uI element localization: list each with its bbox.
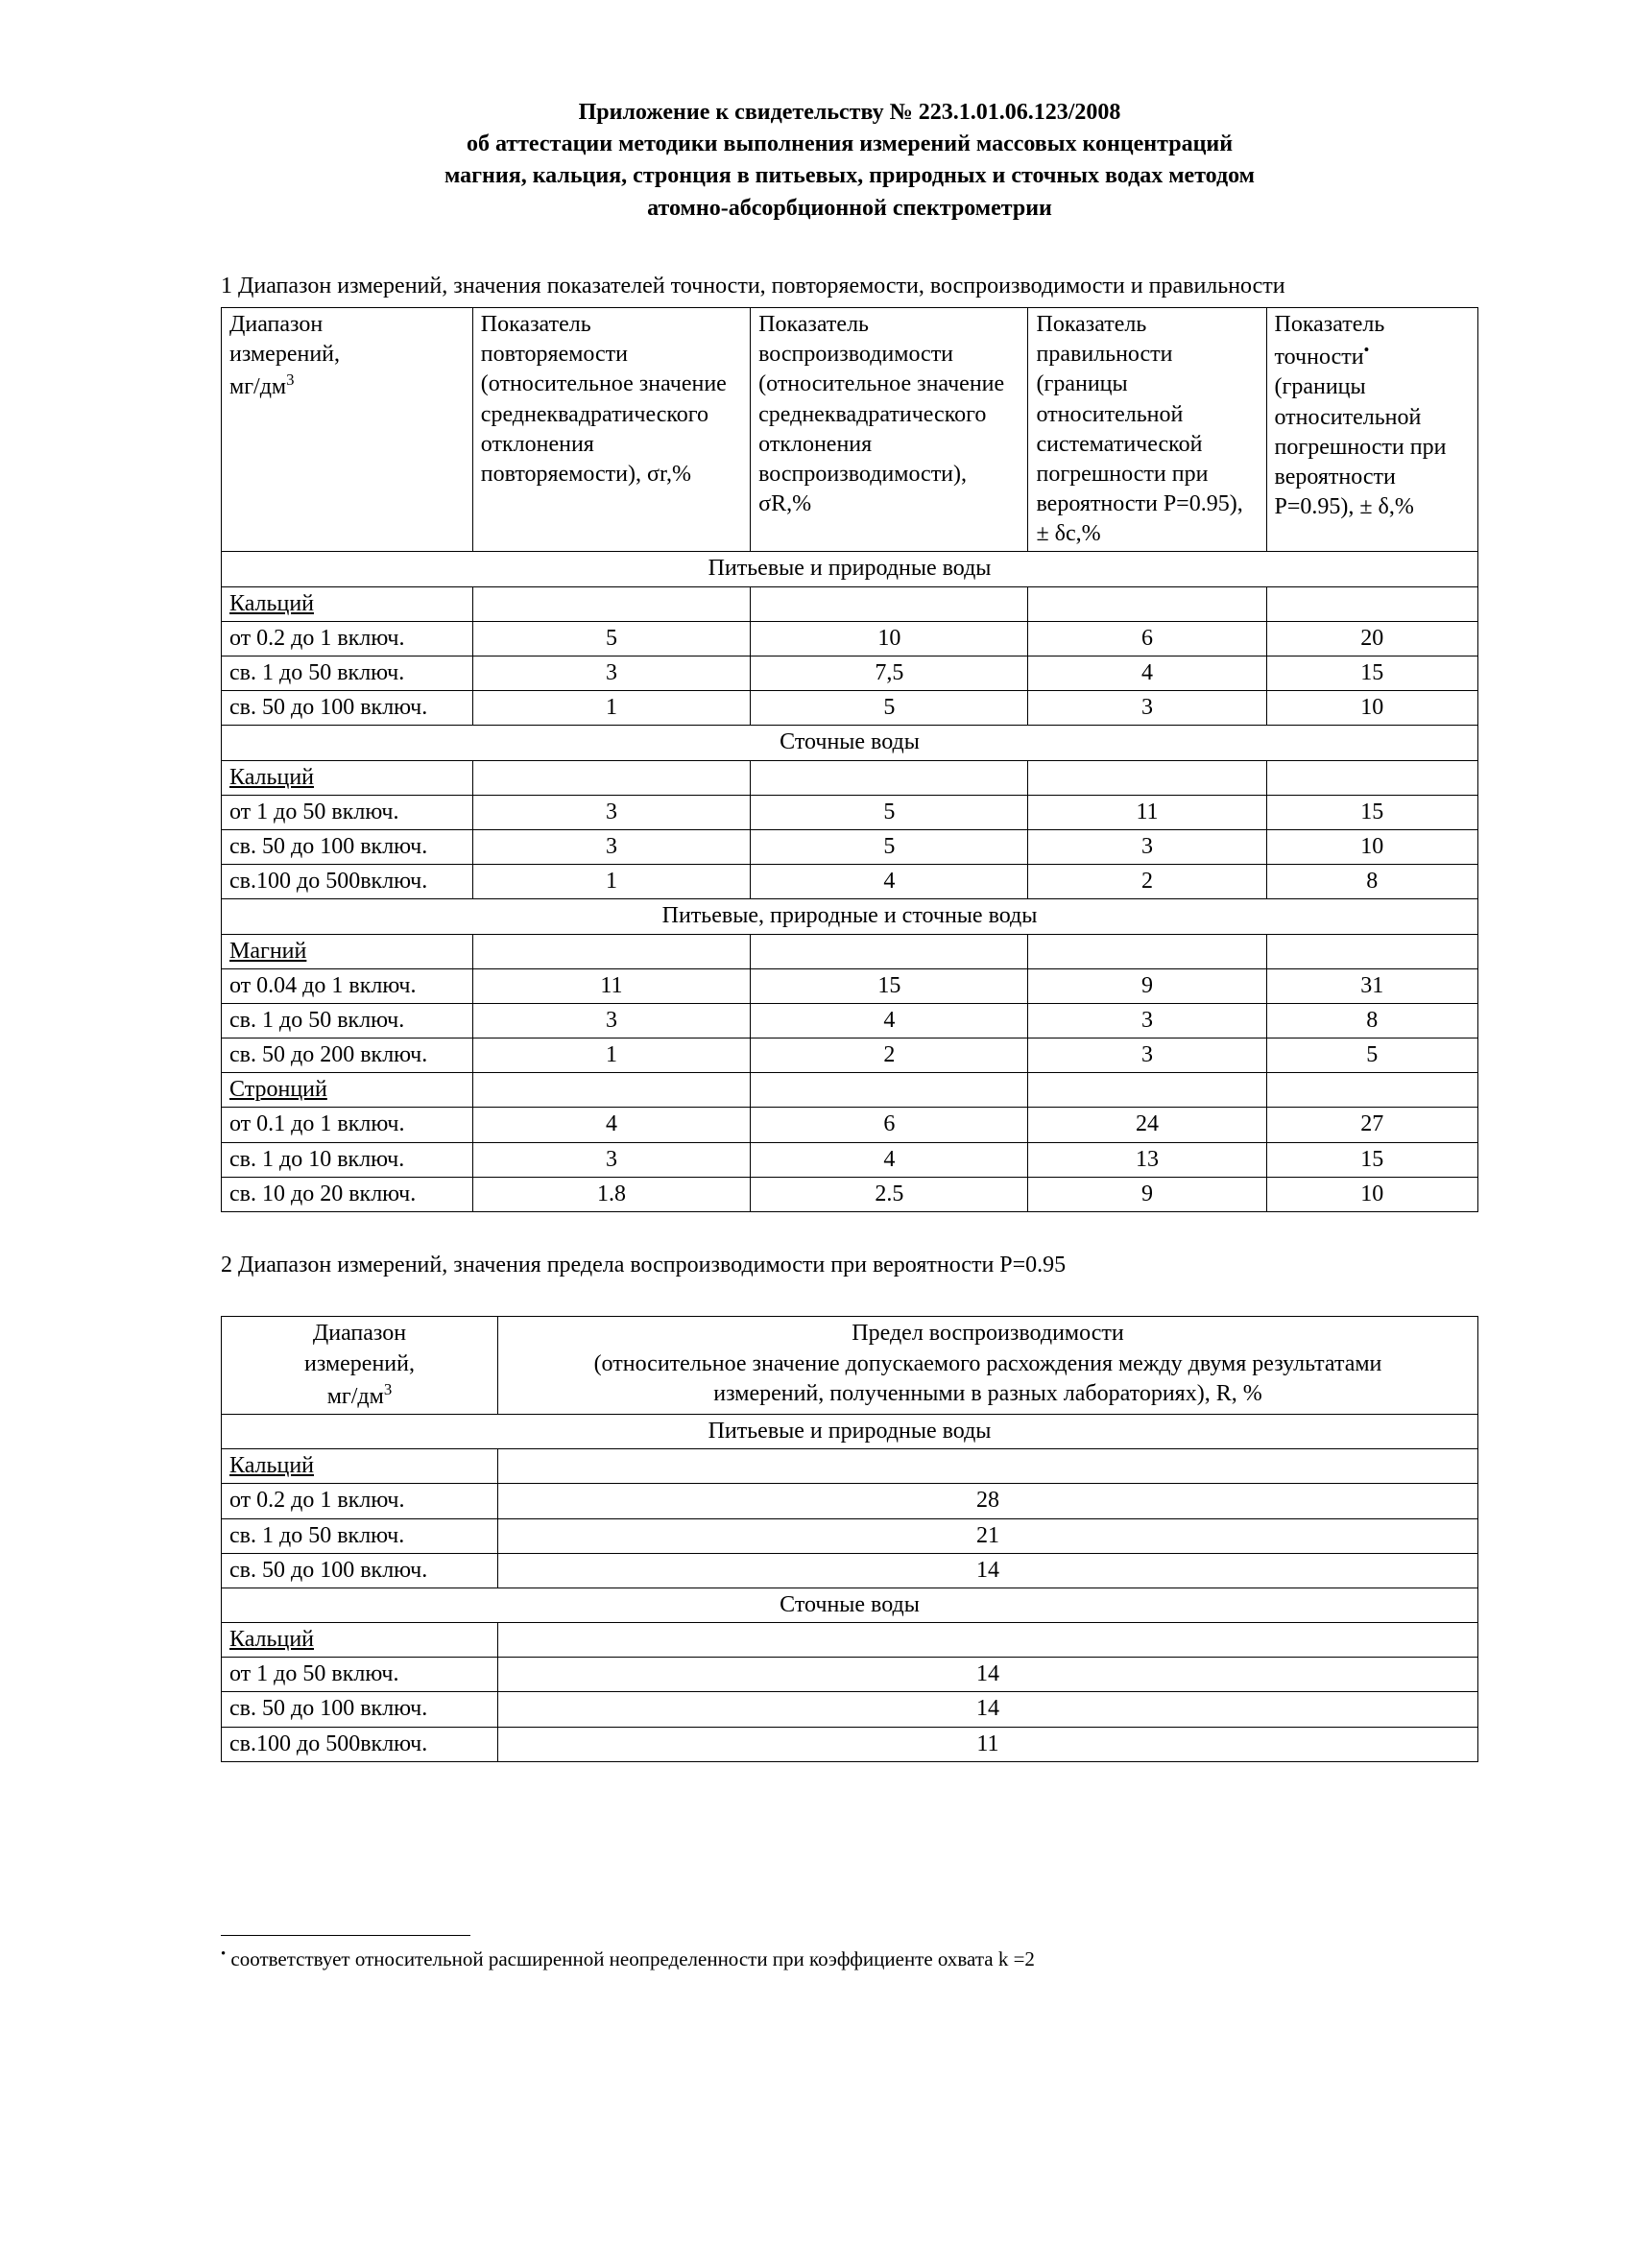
document-title: Приложение к свидетельству № 223.1.01.06… (221, 98, 1478, 224)
table-row: св. 50 до 100 включ.35310 (222, 829, 1478, 864)
element-strontium: Стронций (222, 1073, 473, 1108)
title-line-3: магния, кальция, стронция в питьевых, пр… (221, 161, 1478, 191)
col-header-accuracy: Показатель точности• (границы относитель… (1266, 307, 1478, 552)
table-row: св. 50 до 100 включ.14 (222, 1553, 1478, 1588)
col-header-range: Диапазон измерений, мг/дм3 (222, 1317, 498, 1415)
title-line-4: атомно-абсорбционной спектрометрии (221, 194, 1478, 224)
footnote-marker-icon: • (221, 1946, 226, 1962)
title-line-2: об аттестации методики выполнения измере… (221, 130, 1478, 159)
section-2-title: 2 Диапазон измерений, значения предела в… (221, 1251, 1478, 1280)
col-header-range: Диапазон измерений, мг/дм3 (222, 307, 473, 552)
table-header-row: Диапазон измерений, мг/дм3 Предел воспро… (222, 1317, 1478, 1415)
table-row: от 0.2 до 1 включ.28 (222, 1484, 1478, 1518)
element-calcium: Кальций (222, 586, 473, 621)
element-calcium: Кальций (222, 1623, 498, 1658)
element-calcium: Кальций (222, 1449, 498, 1484)
footnote-text: соответствует относительной расширенной … (230, 1947, 1035, 1970)
table-row: св. 50 до 200 включ.1235 (222, 1039, 1478, 1073)
table-row: св. 1 до 10 включ.341315 (222, 1142, 1478, 1177)
table-row: от 1 до 50 включ.14 (222, 1658, 1478, 1692)
table-row: от 1 до 50 включ.351115 (222, 795, 1478, 829)
col-header-limit: Предел воспроизводимости (относительное … (497, 1317, 1477, 1415)
col-header-trueness: Показатель правильности (границы относит… (1028, 307, 1266, 552)
section-drinking-natural: Питьевые и природные воды (222, 1414, 1478, 1448)
accuracy-table: Диапазон измерений, мг/дм3 Показатель по… (221, 307, 1478, 1212)
col-header-reproducibility: Показатель воспроизводимости (относитель… (751, 307, 1028, 552)
section-1-title: 1 Диапазон измерений, значения показател… (221, 272, 1478, 301)
section-waste-water: Сточные воды (222, 1588, 1478, 1622)
table-row: св.100 до 500включ.1428 (222, 865, 1478, 899)
table-header-row: Диапазон измерений, мг/дм3 Показатель по… (222, 307, 1478, 552)
table-row: св. 1 до 50 включ.37,5415 (222, 657, 1478, 691)
element-calcium: Кальций (222, 760, 473, 795)
section-waste-water: Сточные воды (222, 726, 1478, 760)
table-row: от 0.04 до 1 включ.1115931 (222, 968, 1478, 1003)
reproducibility-limit-table: Диапазон измерений, мг/дм3 Предел воспро… (221, 1316, 1478, 1761)
table-row: св. 10 до 20 включ.1.82.5910 (222, 1177, 1478, 1211)
table-row: св. 1 до 50 включ.21 (222, 1518, 1478, 1553)
title-line-1: Приложение к свидетельству № 223.1.01.06… (221, 98, 1478, 128)
section-drinking-natural: Питьевые и природные воды (222, 552, 1478, 586)
table-row: св. 1 до 50 включ.3438 (222, 1003, 1478, 1038)
table-row: от 0.1 до 1 включ.462427 (222, 1108, 1478, 1142)
element-magnesium: Магний (222, 934, 473, 968)
table-row: от 0.2 до 1 включ.510620 (222, 621, 1478, 656)
table-row: св. 50 до 100 включ.14 (222, 1692, 1478, 1727)
table-row: св. 50 до 100 включ.15310 (222, 691, 1478, 726)
section-all-waters: Питьевые, природные и сточные воды (222, 899, 1478, 934)
table-row: св.100 до 500включ.11 (222, 1727, 1478, 1761)
col-header-repeatability: Показатель повторяемости (относительное … (472, 307, 750, 552)
footnote-separator (221, 1935, 470, 1936)
footnote: • соответствует относительной расширенно… (221, 1946, 1478, 1972)
